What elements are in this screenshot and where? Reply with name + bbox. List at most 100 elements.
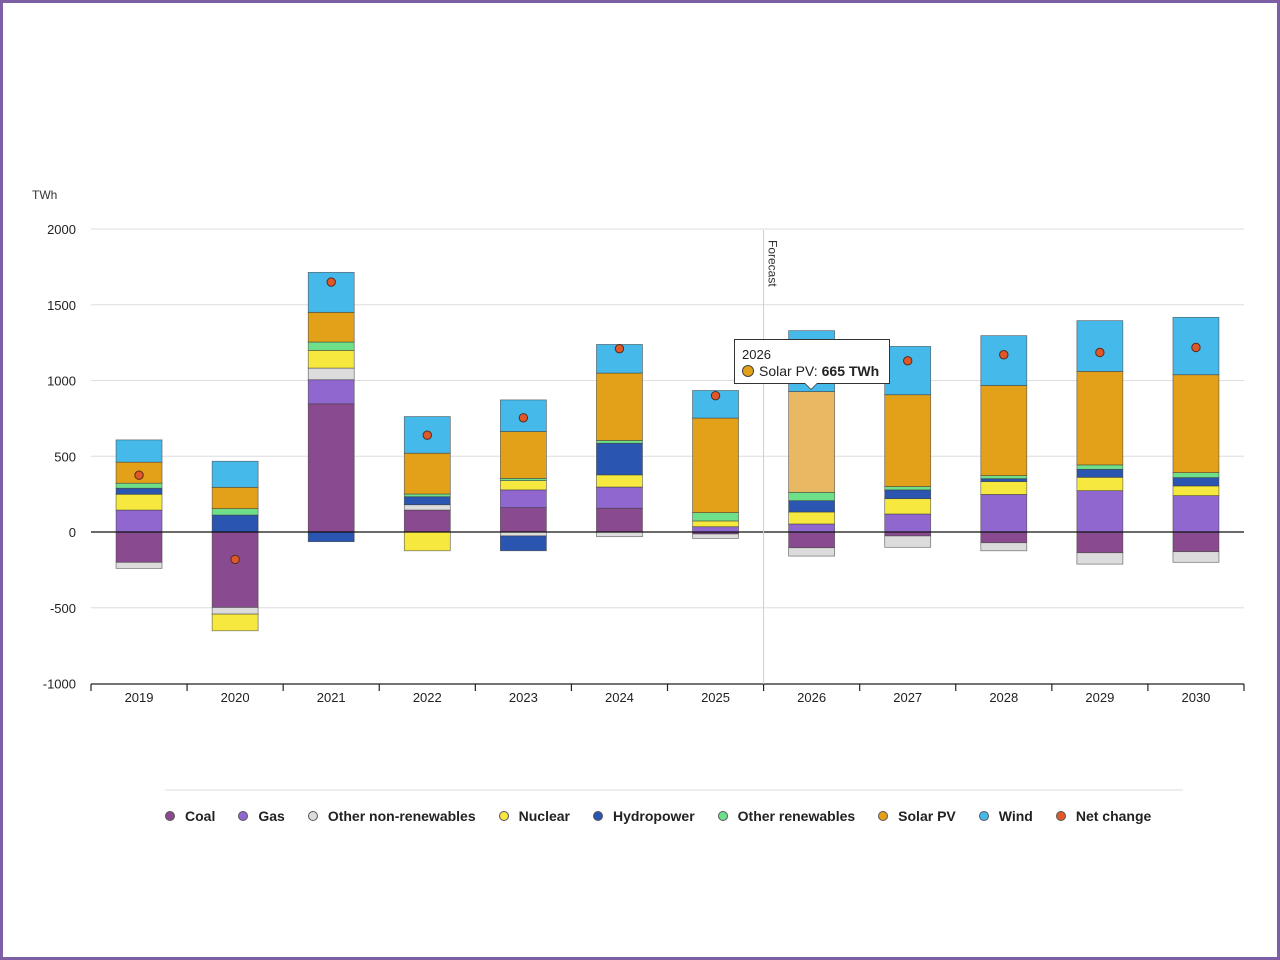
bar-segment-solar-pv-2024 [596, 372, 643, 441]
legend-item-nuclear[interactable]: Nuclear [498, 808, 570, 824]
bar-segment-coal-2024 [596, 507, 643, 533]
bar-segment-solar-pv-2020 [211, 486, 259, 510]
x-tick-label: 2028 [989, 690, 1018, 705]
bar-segment-coal-2020 [211, 531, 259, 608]
bar-segment-hydropower-2024 [596, 442, 643, 476]
bar-segment-hydropower-2026 [788, 500, 835, 513]
bar-segment-gas-2024 [596, 486, 643, 509]
bar-segment-solar-pv-2023 [500, 431, 547, 479]
bar-segment-hydropower-2030 [1172, 477, 1220, 487]
bar-segment-coal-2026 [788, 531, 835, 549]
bar-segment-hydropower-2019 [115, 487, 163, 495]
bar-segment-wind-2028 [980, 335, 1028, 386]
bar-segment-other-renewables-2024 [596, 440, 643, 444]
bar-segment-wind-2020 [211, 460, 259, 488]
bar-segment-hydropower-2021 [307, 531, 355, 543]
tooltip-series: Solar PV: [759, 363, 818, 379]
bar-segment-coal-2023 [500, 507, 547, 533]
net-change-point-2023 [518, 413, 529, 423]
legend-marker-icon [878, 811, 889, 821]
bar-segment-other-non-renewables-2020 [211, 607, 259, 615]
bar-segment-other-renewables-2026 [788, 491, 835, 501]
bar-segment-other-renewables-2027 [884, 486, 932, 491]
legend-label: Other non-renewables [327, 808, 476, 824]
x-tick-label: 2030 [1181, 690, 1210, 705]
bar-segment-other-non-renewables-2024 [596, 531, 643, 538]
net-change-point-2021 [326, 277, 336, 287]
legend-marker-icon [498, 811, 509, 821]
net-change-point-2022 [422, 430, 432, 440]
legend-item-other-non-renewables[interactable]: Other non-renewables [307, 808, 476, 824]
legend-marker-icon [165, 811, 175, 821]
bar-segment-gas-2030 [1172, 495, 1220, 533]
x-tick-label: 2022 [413, 690, 442, 705]
bar-segment-nuclear-2025 [692, 520, 739, 528]
forecast-label: Forecast [766, 240, 780, 287]
net-change-point-2029 [1095, 347, 1105, 358]
bar-segment-nuclear-2026 [788, 511, 835, 525]
net-change-point-2030 [1191, 342, 1201, 353]
bar-segment-other-non-renewables-2019 [115, 561, 163, 569]
bar-segment-wind-2029 [1076, 320, 1124, 372]
bar-segment-solar-pv-2030 [1172, 374, 1220, 473]
bar-segment-gas-2025 [692, 526, 739, 533]
bar-segment-coal-2021 [307, 403, 355, 533]
legend-item-wind[interactable]: Wind [978, 808, 1033, 824]
x-tick-label: 2021 [317, 690, 346, 705]
x-tick-label: 2025 [701, 690, 730, 705]
y-tick-label: 1000 [47, 374, 76, 389]
net-change-point-2025 [710, 390, 721, 401]
bar-segment-other-renewables-2029 [1076, 464, 1124, 470]
legend-item-other-renewables[interactable]: Other renewables [717, 808, 855, 824]
bar-segment-coal-2022 [403, 509, 451, 533]
bar-segment-solar-pv-2025 [692, 417, 739, 513]
bar-segment-nuclear-2029 [1076, 476, 1124, 491]
bar-segment-nuclear-2027 [884, 498, 932, 515]
tooltip-series-dot [742, 365, 754, 377]
legend-label: Nuclear [518, 808, 570, 824]
net-change-point-2024 [614, 343, 625, 354]
x-tick-label: 2019 [125, 690, 154, 705]
bar-segment-coal-2028 [980, 531, 1028, 544]
bar-segment-hydropower-2020 [211, 514, 259, 533]
bar-segment-coal-2030 [1172, 531, 1220, 553]
bar-segment-other-renewables-2021 [307, 341, 355, 351]
bar-segment-other-non-renewables-2027 [884, 535, 932, 548]
y-tick-label: -1000 [43, 677, 76, 692]
net-change-point-2027 [903, 356, 913, 366]
bar-segment-other-non-renewables-2025 [692, 533, 739, 539]
bar-segment-gas-2023 [500, 489, 547, 508]
legend-item-hydropower[interactable]: Hydropower [592, 808, 695, 824]
bar-segment-nuclear-2030 [1172, 485, 1220, 496]
tooltip-value: 665 TWh [821, 363, 880, 379]
bar-segment-coal-2019 [115, 531, 163, 563]
bar-segment-nuclear-2023 [500, 480, 547, 491]
legend-item-net-change[interactable]: Net change [1055, 808, 1151, 824]
bar-segment-nuclear-2028 [980, 481, 1028, 495]
bar-segment-other-renewables-2030 [1172, 472, 1220, 478]
y-tick-label: 1500 [47, 298, 76, 313]
tooltip-year: 2026 [742, 347, 771, 362]
legend-item-solar-pv[interactable]: Solar PV [878, 808, 956, 824]
bar-segment-other-non-renewables-2030 [1172, 551, 1220, 563]
bar-segment-other-renewables-2019 [115, 482, 163, 489]
bar-segment-hydropower-2027 [884, 489, 932, 500]
legend-marker-icon [307, 811, 318, 821]
legend-label: Solar PV [898, 808, 956, 824]
legend-item-gas[interactable]: Gas [238, 808, 285, 824]
legend-label: Hydropower [612, 808, 695, 824]
bar-segment-wind-2027 [884, 346, 932, 396]
x-tick-label: 2029 [1085, 690, 1114, 705]
y-tick-label: 0 [69, 525, 76, 540]
bar-segment-other-renewables-2022 [403, 493, 451, 498]
bar-segment-hydropower-2028 [980, 478, 1028, 482]
bar-segment-coal-2029 [1076, 531, 1124, 554]
legend: Coal Gas Other non-renewables Nuclear Hydrop… [165, 808, 1185, 824]
bar-segment-nuclear-2022 [403, 531, 451, 552]
bar-segment-wind-2019 [115, 439, 163, 463]
legend-item-coal[interactable]: Coal [165, 808, 215, 824]
legend-label: Coal [185, 808, 216, 824]
bar-segment-other-non-renewables-2028 [980, 542, 1028, 552]
bar-segment-solar-pv-2029 [1076, 371, 1124, 466]
